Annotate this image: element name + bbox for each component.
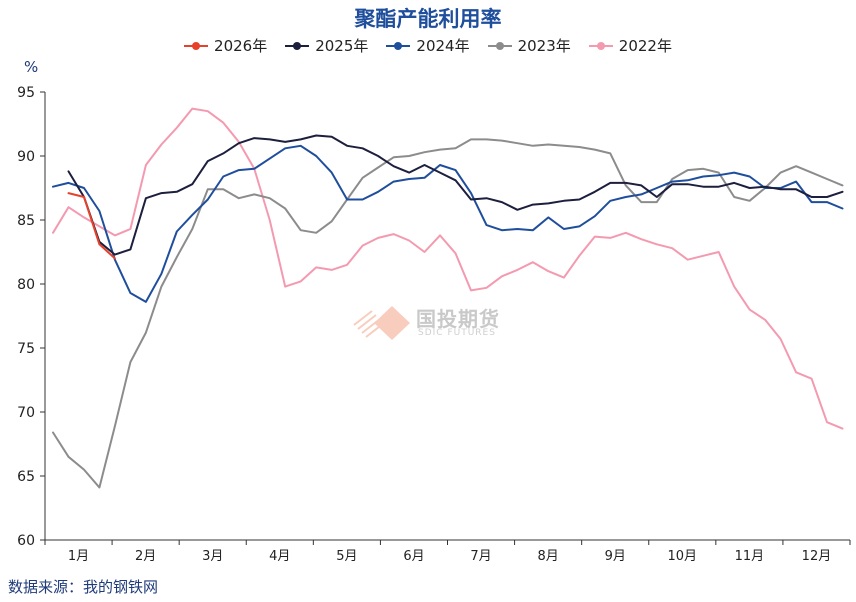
x-tick-label: 3月 [202, 549, 223, 564]
y-unit-label: % [24, 58, 39, 76]
x-tick-label: 9月 [605, 549, 626, 564]
y-tick-label: 90 [17, 149, 35, 165]
x-tick-label: 5月 [336, 549, 357, 564]
legend-swatch-2023 [487, 40, 512, 52]
legend-swatch-2022 [588, 40, 613, 52]
chart-title: 聚酯产能利用率 [354, 7, 502, 31]
chart-legend: 2026年 2025年 2024年 2023年 2022年 [0, 35, 856, 56]
x-tick-label: 11月 [735, 549, 765, 564]
watermark: 国投期货 SDIC FUTURES [350, 303, 525, 343]
series-line-2023年 [52, 138, 844, 489]
y-tick-label: 80 [17, 277, 35, 293]
legend-item-2025: 2025年 [285, 35, 368, 56]
watermark-logo-icon [353, 306, 410, 340]
x-tick-label: 2月 [135, 549, 156, 564]
watermark-text: 国投期货 [416, 307, 500, 331]
legend-label-2025: 2025年 [315, 37, 369, 55]
x-tick-label: 6月 [403, 549, 424, 564]
x-tick-label: 12月 [802, 549, 832, 564]
y-tick-label: 95 [17, 85, 35, 101]
series-line-2024年 [52, 144, 844, 303]
x-tick-label: 4月 [269, 549, 290, 564]
x-tick-label: 7月 [470, 549, 491, 564]
y-tick-label: 75 [17, 341, 35, 357]
legend-item-2023: 2023年 [487, 35, 571, 56]
y-tick-label: 85 [17, 213, 35, 229]
x-tick-label: 1月 [68, 549, 89, 564]
legend-item-2026: 2026年 [184, 35, 267, 56]
watermark-subtext: SDIC FUTURES [418, 328, 496, 338]
series-line-2022年 [52, 107, 844, 430]
source-note: 数据来源：我的钢铁网 [8, 578, 159, 596]
legend-label-2023: 2023年 [517, 37, 571, 55]
legend-label-2022: 2022年 [618, 37, 672, 55]
series-line-2026年 [67, 192, 116, 260]
x-tick-label: 8月 [537, 549, 558, 564]
series-line-2025年 [67, 134, 844, 256]
legend-swatch-2025 [285, 40, 310, 52]
legend-swatch-2026 [184, 40, 209, 52]
y-tick-label: 70 [17, 405, 35, 421]
legend-swatch-2024 [386, 40, 411, 52]
legend-item-2022: 2022年 [588, 35, 672, 56]
x-tick-label: 10月 [668, 549, 698, 564]
y-tick-label: 60 [17, 533, 35, 549]
legend-label-2024: 2024年 [416, 37, 470, 55]
legend-label-2026: 2026年 [214, 37, 268, 55]
legend-item-2024: 2024年 [386, 35, 470, 56]
y-tick-label: 65 [17, 469, 35, 485]
